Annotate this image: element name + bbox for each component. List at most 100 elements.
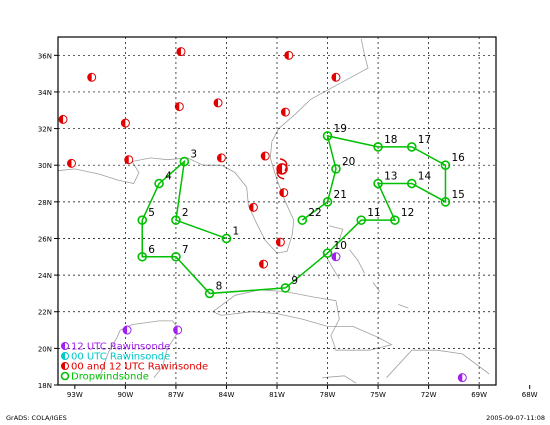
dropsonde-label: 8 <box>216 280 223 292</box>
raob-12-marker <box>458 373 463 382</box>
dropsonde-marker <box>322 248 333 258</box>
dropsonde-marker <box>297 215 308 225</box>
dropsonde-label: 3 <box>190 149 197 161</box>
raob-00-12-marker <box>214 98 219 107</box>
raob-00-12-marker <box>67 159 72 168</box>
legend-half-circle-icon <box>61 342 65 350</box>
legend-ring-icon <box>60 371 70 381</box>
dropsonde-label: 18 <box>384 134 397 146</box>
coastline-segment <box>99 329 121 376</box>
y-tick-label: 36N <box>38 52 52 60</box>
y-tick-label: 28N <box>38 199 52 207</box>
coastline-segment <box>386 349 490 378</box>
raob-00-12-marker <box>331 73 336 82</box>
legend-label: 00 UTC Rawinsonde <box>71 352 170 363</box>
dropsonde-label: 2 <box>182 207 189 219</box>
storm-symbol <box>276 158 288 180</box>
dropsonde-label: 1 <box>232 225 239 237</box>
raob-00-12-marker <box>217 153 222 162</box>
y-tick-label: 18N <box>38 382 52 390</box>
dropsonde-marker <box>154 178 164 189</box>
x-tick-label: 68W <box>522 391 538 399</box>
dropsonde-marker <box>221 233 232 244</box>
dropsonde-marker <box>440 197 451 207</box>
dropsonde-marker <box>137 215 148 225</box>
dropsonde-label: 7 <box>182 244 189 256</box>
raob-00-12-marker <box>284 51 289 60</box>
rawinsonde-markers <box>58 47 467 383</box>
dropsonde-label: 12 <box>401 207 414 219</box>
y-tick-label: 30N <box>38 162 52 170</box>
legend-label: 12 UTC Rawinsonde <box>71 342 170 353</box>
x-tick-label: 81W <box>269 391 285 399</box>
latitude-ticks: 18N 20N 22N 24N 26N 28N 30N 32N 34N 36N <box>38 52 58 390</box>
coastline-segment <box>120 320 180 378</box>
storm-arm-bottom <box>276 166 285 180</box>
coastline-segment <box>323 252 340 280</box>
coastline-segment <box>349 249 365 274</box>
dropsonde-label: 16 <box>451 152 465 164</box>
storm-fill <box>277 163 283 174</box>
dropsonde-marker <box>406 178 417 189</box>
dropsonde-marker <box>179 156 190 167</box>
legend-half-circle-icon <box>61 352 65 360</box>
coastline-segment <box>212 289 393 351</box>
raob-00-12-marker <box>87 73 92 82</box>
dropsonde-marker <box>373 142 383 152</box>
y-tick-label: 32N <box>38 126 52 134</box>
raob-00-12-marker <box>276 238 281 247</box>
dropsonde-label: 9 <box>291 275 298 287</box>
dropsonde-marker <box>171 251 181 262</box>
dropsonde-marker <box>390 215 400 225</box>
coastlines <box>57 38 490 384</box>
raob-00-12-marker <box>121 119 126 128</box>
raob-00-12-marker <box>124 155 129 164</box>
raob-12-marker <box>173 326 178 335</box>
raob-00-12-marker <box>259 260 264 269</box>
raob-00-12-marker <box>261 152 266 161</box>
dropsonde-marker <box>406 142 417 152</box>
y-tick-label: 26N <box>38 235 52 243</box>
raob-00-12-marker <box>176 47 181 56</box>
legend-half-circle-icon <box>61 362 65 370</box>
y-tick-label: 20N <box>38 345 52 353</box>
x-tick-label: 93W <box>67 391 83 399</box>
dropsonde-label: 17 <box>418 134 431 146</box>
x-tick-label: 78W <box>320 391 336 399</box>
dropsonde-marker <box>322 131 333 141</box>
dropsonde-label: 20 <box>342 156 355 168</box>
raob-12-marker <box>123 326 128 335</box>
legend-label: 00 and 12 UTC Rawinsonde <box>71 362 208 373</box>
y-tick-label: 22N <box>38 309 52 317</box>
dropsonde-label: 22 <box>308 207 321 219</box>
dropsonde-path <box>141 134 447 295</box>
x-tick-label: 87W <box>168 391 184 399</box>
dropsonde-label: 19 <box>334 123 347 135</box>
raob-00-12-marker <box>59 115 64 124</box>
dropsonde-label: 4 <box>165 171 172 183</box>
footer-timestamp: 2005-09-07-11:08 <box>486 414 545 422</box>
dropsonde-label: 14 <box>418 171 432 183</box>
dropsonde-label: 6 <box>148 244 155 256</box>
dropsonde-label: 21 <box>334 189 347 201</box>
legend-label: Dropwindsonde <box>71 372 149 383</box>
dropsonde-marker <box>280 283 291 293</box>
x-tick-label: 84W <box>219 391 235 399</box>
dropsonde-marker <box>440 160 451 171</box>
y-tick-label: 34N <box>38 89 52 97</box>
raob-00-12-marker <box>249 203 254 212</box>
storm-arm-top <box>279 158 288 172</box>
dropsonde-label: 11 <box>367 207 380 219</box>
raob-00-12-marker <box>279 188 284 197</box>
dropsonde-marker <box>322 197 333 207</box>
coastline-segment <box>372 282 381 292</box>
longitude-ticks: 93W 90W 87W 84W 81W 78W 75W 72W 69W 68W <box>67 385 538 399</box>
coastline-segment <box>322 375 357 384</box>
footer-credit: GrADS: COLA/IGES <box>6 414 67 422</box>
dropsonde-marker <box>171 215 181 225</box>
x-tick-label: 69W <box>471 391 487 399</box>
raob-00-12-marker <box>175 102 180 111</box>
